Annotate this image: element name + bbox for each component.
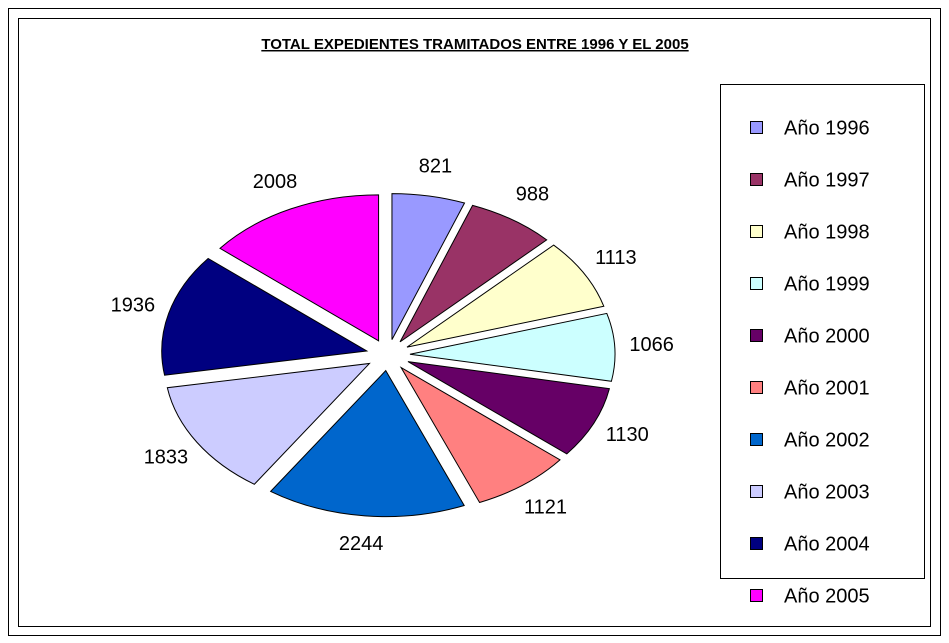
legend-label: Año 2003 xyxy=(784,481,870,503)
chart-title: TOTAL EXPEDIENTES TRAMITADOS ENTRE 1996 … xyxy=(261,36,688,53)
pie-slice xyxy=(269,369,465,518)
legend-swatch xyxy=(750,589,763,602)
data-label: 1113 xyxy=(595,247,637,269)
data-label: 1066 xyxy=(629,334,674,356)
legend-swatch xyxy=(750,225,763,238)
legend-label: Año 1998 xyxy=(784,221,870,243)
legend-label: Año 2004 xyxy=(784,533,870,555)
pie-slice xyxy=(391,193,466,340)
data-label: 2244 xyxy=(339,533,384,555)
data-label: 1121 xyxy=(524,496,567,518)
legend-label: Año 1997 xyxy=(784,169,870,191)
legend-label: Año 2005 xyxy=(784,585,870,607)
legend-label: Año 2001 xyxy=(784,377,870,399)
data-label: 1833 xyxy=(144,446,189,468)
pie-slice xyxy=(399,204,548,343)
data-label: 1130 xyxy=(606,424,649,446)
legend-swatch xyxy=(750,485,763,498)
legend-swatch xyxy=(750,121,763,134)
legend-label: Año 2000 xyxy=(784,325,870,347)
data-label: 2008 xyxy=(253,171,298,193)
legend-label: Año 1999 xyxy=(784,273,870,295)
legend-label: Año 2002 xyxy=(784,429,870,451)
legend-swatch xyxy=(750,537,763,550)
pie-slice xyxy=(406,244,605,348)
pie-slice xyxy=(409,312,616,382)
data-label: 821 xyxy=(419,156,452,178)
legend-label: Año 1996 xyxy=(784,117,870,139)
data-label: 1936 xyxy=(111,294,156,316)
legend-swatch xyxy=(750,381,763,394)
pie-slice xyxy=(166,362,371,485)
pie-slice xyxy=(407,361,611,455)
legend-swatch xyxy=(750,277,763,290)
pie-slice xyxy=(219,194,380,342)
pie-slice xyxy=(161,257,369,376)
pie-slice xyxy=(399,366,561,504)
legend-swatch xyxy=(750,173,763,186)
legend-swatch xyxy=(750,433,763,446)
legend-swatch xyxy=(750,329,763,342)
data-label: 988 xyxy=(516,184,549,206)
